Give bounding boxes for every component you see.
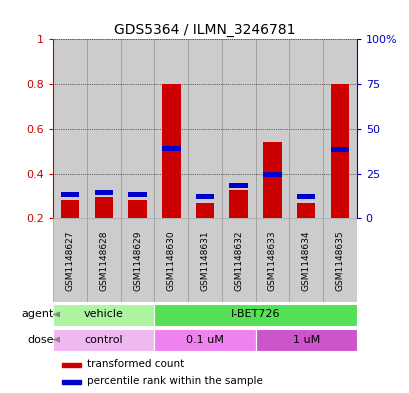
Bar <box>289 219 322 302</box>
Bar <box>61 192 79 197</box>
Text: GSM1148627: GSM1148627 <box>65 230 74 290</box>
Text: I-BET726: I-BET726 <box>230 309 280 320</box>
Bar <box>53 219 87 302</box>
Text: agent: agent <box>22 309 54 320</box>
Bar <box>195 203 214 219</box>
Text: vehicle: vehicle <box>84 309 124 320</box>
Text: GSM1148630: GSM1148630 <box>166 230 175 291</box>
Text: transformed count: transformed count <box>86 358 184 369</box>
Bar <box>255 39 289 219</box>
Bar <box>87 39 120 219</box>
Bar <box>188 39 221 219</box>
Text: percentile rank within the sample: percentile rank within the sample <box>86 376 262 386</box>
Text: dose: dose <box>27 334 54 345</box>
Bar <box>53 303 154 326</box>
Bar <box>154 219 188 302</box>
Bar <box>296 203 315 219</box>
Bar <box>62 380 81 384</box>
Text: GSM1148633: GSM1148633 <box>267 230 276 291</box>
Bar <box>221 219 255 302</box>
Bar <box>128 192 146 197</box>
Bar <box>221 39 255 219</box>
Bar <box>120 39 154 219</box>
Text: control: control <box>84 334 123 345</box>
Text: GSM1148632: GSM1148632 <box>234 230 243 290</box>
Text: GSM1148628: GSM1148628 <box>99 230 108 290</box>
Text: 1 uM: 1 uM <box>292 334 319 345</box>
Bar <box>255 329 356 351</box>
Bar <box>195 195 214 199</box>
Bar <box>154 39 188 219</box>
Bar <box>62 363 81 367</box>
Text: GSM1148634: GSM1148634 <box>301 230 310 290</box>
Bar <box>154 303 356 326</box>
Title: GDS5364 / ILMN_3246781: GDS5364 / ILMN_3246781 <box>114 23 295 37</box>
Bar <box>162 84 180 219</box>
Bar <box>94 190 113 195</box>
Text: GSM1148631: GSM1148631 <box>200 230 209 291</box>
Bar <box>322 219 356 302</box>
Bar <box>120 219 154 302</box>
Text: GSM1148635: GSM1148635 <box>335 230 344 291</box>
Text: GSM1148629: GSM1148629 <box>133 230 142 290</box>
Bar <box>330 84 348 219</box>
Bar <box>229 190 247 219</box>
Bar <box>322 39 356 219</box>
Bar <box>128 200 146 219</box>
Bar <box>154 329 255 351</box>
Text: 0.1 uM: 0.1 uM <box>186 334 223 345</box>
Bar <box>229 183 247 188</box>
Bar <box>255 219 289 302</box>
Bar <box>87 219 120 302</box>
Bar <box>53 39 87 219</box>
Bar <box>188 219 221 302</box>
Bar <box>61 200 79 219</box>
Bar <box>263 172 281 177</box>
Bar <box>296 195 315 199</box>
Bar <box>263 142 281 219</box>
Bar <box>162 146 180 151</box>
Bar <box>94 197 113 219</box>
Bar <box>53 329 154 351</box>
Bar <box>330 147 348 152</box>
Bar <box>289 39 322 219</box>
